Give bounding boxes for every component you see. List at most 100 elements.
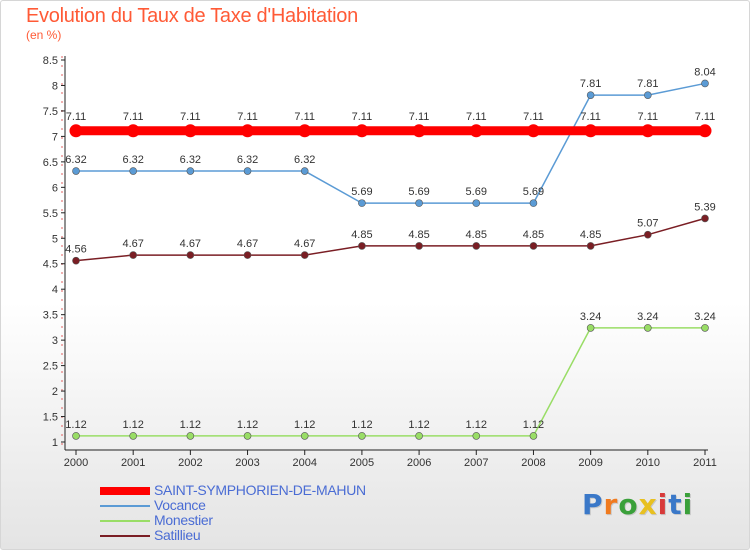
data-label-saint-symphorien-de-mahun: 7.11	[294, 111, 315, 123]
legend-label: Monestier	[154, 512, 213, 528]
data-point-vocance	[415, 199, 423, 207]
data-label-monestier: 1.12	[351, 419, 372, 431]
data-label-satillieu: 5.07	[637, 218, 658, 230]
x-tick-label: 2001	[121, 457, 145, 469]
data-point-monestier	[243, 432, 252, 440]
series-line-vocance	[75, 82, 706, 204]
data-point-saint-symphorien-de-mahun	[69, 124, 83, 138]
y-tick-label: 7	[52, 131, 58, 143]
x-tick-label: 2005	[350, 457, 374, 469]
y-tick-label: 8	[52, 80, 58, 92]
data-label-satillieu: 5.39	[694, 201, 715, 213]
series-line-monestier	[75, 327, 706, 437]
data-point-saint-symphorien-de-mahun	[584, 124, 598, 138]
logo-letter: i	[682, 488, 694, 521]
y-tick-label: 2	[52, 386, 58, 398]
data-label-saint-symphorien-de-mahun: 7.11	[638, 111, 659, 123]
data-label-monestier: 1.12	[122, 419, 143, 431]
data-label-monestier: 3.24	[637, 311, 658, 323]
data-label-monestier: 3.24	[580, 311, 601, 323]
data-label-satillieu: 4.56	[65, 244, 86, 256]
y-tick-label: 5.5	[43, 208, 58, 220]
data-label-satillieu: 4.67	[237, 238, 258, 250]
data-label-vocance: 5.69	[523, 186, 544, 198]
data-point-satillieu	[701, 214, 709, 223]
x-tick-label: 2006	[407, 457, 431, 469]
series-line-satillieu	[75, 217, 706, 262]
series-saint-symphorien-de-mahun	[69, 124, 712, 138]
data-point-saint-symphorien-de-mahun	[469, 124, 483, 138]
data-point-vocance	[644, 91, 652, 99]
logo-letter: o	[618, 488, 639, 521]
y-tick-label: 2.5	[43, 361, 58, 373]
y-tick-label: 4	[52, 284, 58, 296]
data-point-monestier	[129, 432, 137, 440]
data-point-monestier	[644, 324, 652, 332]
x-tick-label: 2002	[178, 457, 202, 469]
data-point-monestier	[586, 324, 595, 332]
legend-label: Satillieu	[154, 527, 201, 543]
data-point-satillieu	[472, 242, 481, 250]
data-point-monestier	[415, 432, 423, 440]
data-label-satillieu: 4.85	[523, 229, 544, 241]
data-label-satillieu: 4.85	[466, 229, 487, 241]
data-label-saint-symphorien-de-mahun: 7.11	[580, 111, 601, 123]
series-layer	[69, 79, 712, 440]
legend-label: Vocance	[154, 497, 206, 513]
data-label-vocance: 5.69	[466, 186, 487, 198]
data-point-monestier	[472, 432, 481, 440]
data-label-vocance: 7.81	[580, 78, 601, 90]
data-label-vocance: 5.69	[408, 186, 429, 198]
legend-swatch	[100, 505, 150, 507]
y-tick-label: 1.5	[43, 412, 58, 424]
data-label-vocance: 6.32	[237, 154, 258, 166]
data-label-satillieu: 4.67	[122, 238, 143, 250]
y-tick-label: 1	[52, 437, 58, 449]
data-point-monestier	[186, 432, 195, 440]
series-satillieu	[72, 214, 709, 265]
data-point-satillieu	[129, 251, 137, 259]
data-point-vocance	[358, 199, 366, 207]
data-point-vocance	[129, 167, 137, 175]
logo-letter: t	[668, 488, 683, 521]
data-point-saint-symphorien-de-mahun	[298, 124, 312, 138]
legend-label: SAINT-SYMPHORIEN-DE-MAHUN	[154, 482, 366, 498]
data-point-vocance	[72, 167, 80, 175]
series-vocance	[72, 79, 709, 207]
axes: 1 1.5 2 2.5 3 3.5 4 4.5 5 5.5 6 6.5 7 7.5 8 8.5 2000 2001…	[43, 55, 717, 469]
data-point-satillieu	[586, 242, 595, 250]
proxiti-logo: Proxiti	[582, 488, 693, 521]
data-point-satillieu	[644, 230, 652, 239]
logo-letter: x	[638, 488, 658, 521]
data-point-satillieu	[72, 256, 80, 265]
data-label-monestier: 3.24	[694, 311, 715, 323]
y-tick-label: 6	[52, 182, 58, 194]
data-label-monestier: 1.12	[65, 419, 86, 431]
data-label-saint-symphorien-de-mahun: 7.11	[180, 111, 201, 123]
data-point-vocance	[586, 91, 595, 99]
x-tick-label: 2008	[521, 457, 545, 469]
data-point-saint-symphorien-de-mahun	[126, 124, 140, 138]
y-tick-label: 7.5	[43, 106, 58, 118]
data-point-satillieu	[415, 242, 423, 250]
data-label-saint-symphorien-de-mahun: 7.11	[123, 111, 144, 123]
data-label-saint-symphorien-de-mahun: 7.11	[523, 111, 544, 123]
data-label-satillieu: 4.85	[351, 229, 372, 241]
data-label-monestier: 1.12	[523, 419, 544, 431]
logo-letter: i	[657, 488, 669, 521]
data-point-vocance	[472, 199, 481, 207]
data-point-saint-symphorien-de-mahun	[355, 124, 369, 138]
y-tick-label: 8.5	[43, 55, 58, 67]
data-label-vocance: 6.32	[180, 154, 201, 166]
data-label-monestier: 1.12	[294, 419, 315, 431]
data-label-vocance: 6.32	[294, 154, 315, 166]
data-point-saint-symphorien-de-mahun	[412, 124, 426, 138]
data-label-saint-symphorien-de-mahun: 7.11	[466, 111, 487, 123]
data-point-satillieu	[186, 251, 195, 259]
data-label-vocance: 6.32	[122, 154, 143, 166]
data-label-monestier: 1.12	[408, 419, 429, 431]
data-label-saint-symphorien-de-mahun: 7.11	[409, 111, 430, 123]
line-chart: 1 1.5 2 2.5 3 3.5 4 4.5 5 5.5 6 6.5 7 7.5 8 8.5 2000 2001…	[43, 55, 717, 469]
data-label-satillieu: 4.67	[180, 238, 201, 250]
